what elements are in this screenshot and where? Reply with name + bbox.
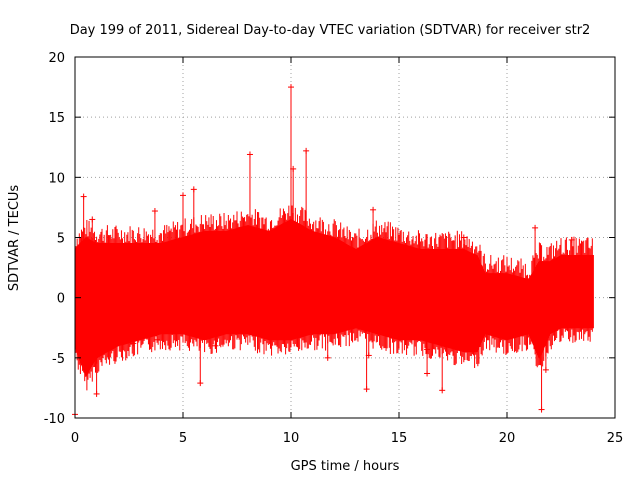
x-tick-label: 5 [179,431,187,446]
x-tick-label: 10 [283,431,300,446]
data-point [538,406,545,413]
x-tick-label: 15 [391,431,408,446]
data-point [568,236,575,243]
data-point [542,366,549,373]
y-axis-label: SDTVAR / TECUs [7,185,22,292]
data-point [212,342,219,349]
data-point [324,354,331,361]
y-tick-label: -5 [52,352,65,367]
data-point [89,216,96,223]
x-axis-label: GPS time / hours [291,459,400,474]
x-tick-label: 20 [499,431,516,446]
data-point [154,336,161,343]
data-point [290,165,297,172]
data-point [365,352,372,359]
chart-title: Day 199 of 2011, Sidereal Day-to-day VTE… [70,23,591,38]
data-point [532,224,539,231]
data-point [246,151,253,158]
data-point [130,340,137,347]
y-tick-label: 5 [57,232,65,247]
data-point [190,186,197,193]
y-tick-label: 10 [48,171,65,186]
y-tick-label: 0 [57,292,65,307]
data-point [180,192,186,199]
y-tick-label: 15 [48,111,65,126]
data-point [151,208,158,215]
x-tick-label: 0 [71,431,79,446]
y-tick-label: 20 [48,51,65,66]
data-point [439,387,446,394]
data-point [363,386,370,393]
data-band [74,205,594,391]
data-point [460,234,467,241]
data-point [288,84,294,91]
data-point [424,370,431,377]
data-point [370,206,377,213]
data-point [303,147,310,154]
data-point [80,193,87,200]
data-point [93,390,100,397]
x-tick-label: 25 [607,431,624,446]
data-point [197,380,204,387]
axis-ticks: 0 5 10 15 20 25 -10 -5 0 5 10 15 20 [44,51,624,446]
y-tick-label: -10 [44,412,65,427]
